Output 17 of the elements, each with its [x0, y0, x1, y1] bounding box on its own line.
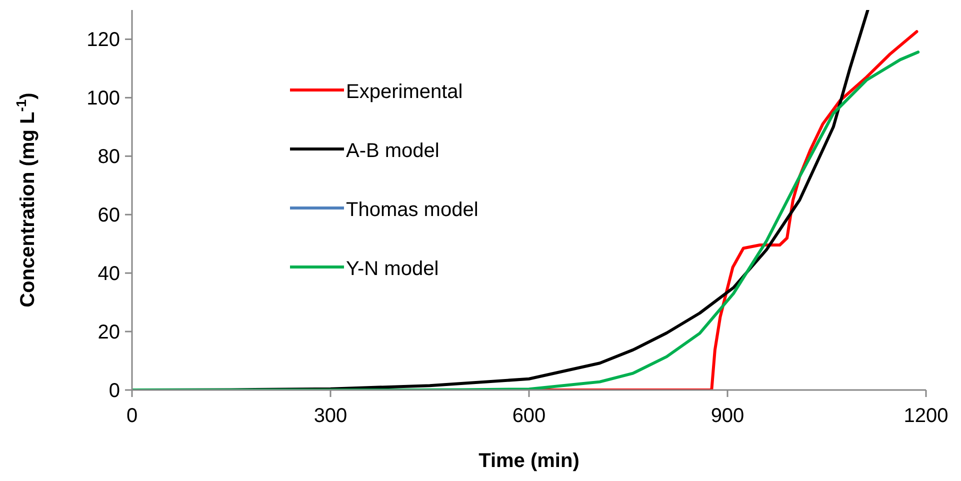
- x-tick-label: 0: [126, 405, 138, 427]
- y-tick-label: 20: [98, 322, 120, 344]
- legend-label: Y-N model: [346, 258, 439, 280]
- y-tick-label: 0: [108, 380, 120, 402]
- x-tick-label: 900: [710, 405, 744, 427]
- legend-label: Experimental: [346, 81, 463, 103]
- x-axis-title: Time (min): [478, 450, 580, 472]
- x-tick-label: 300: [314, 405, 348, 427]
- y-tick-label: 80: [98, 146, 120, 168]
- legend-label: A-B model: [346, 140, 440, 162]
- x-tick-label: 1200: [904, 405, 948, 427]
- y-tick-label: 120: [86, 29, 120, 52]
- y-tick-label: 100: [86, 88, 120, 110]
- legend-label: Thomas model: [346, 199, 478, 221]
- y-tick-label: 40: [98, 263, 120, 286]
- x-tick-label: 600: [512, 405, 546, 427]
- y-tick-label: 60: [98, 204, 120, 227]
